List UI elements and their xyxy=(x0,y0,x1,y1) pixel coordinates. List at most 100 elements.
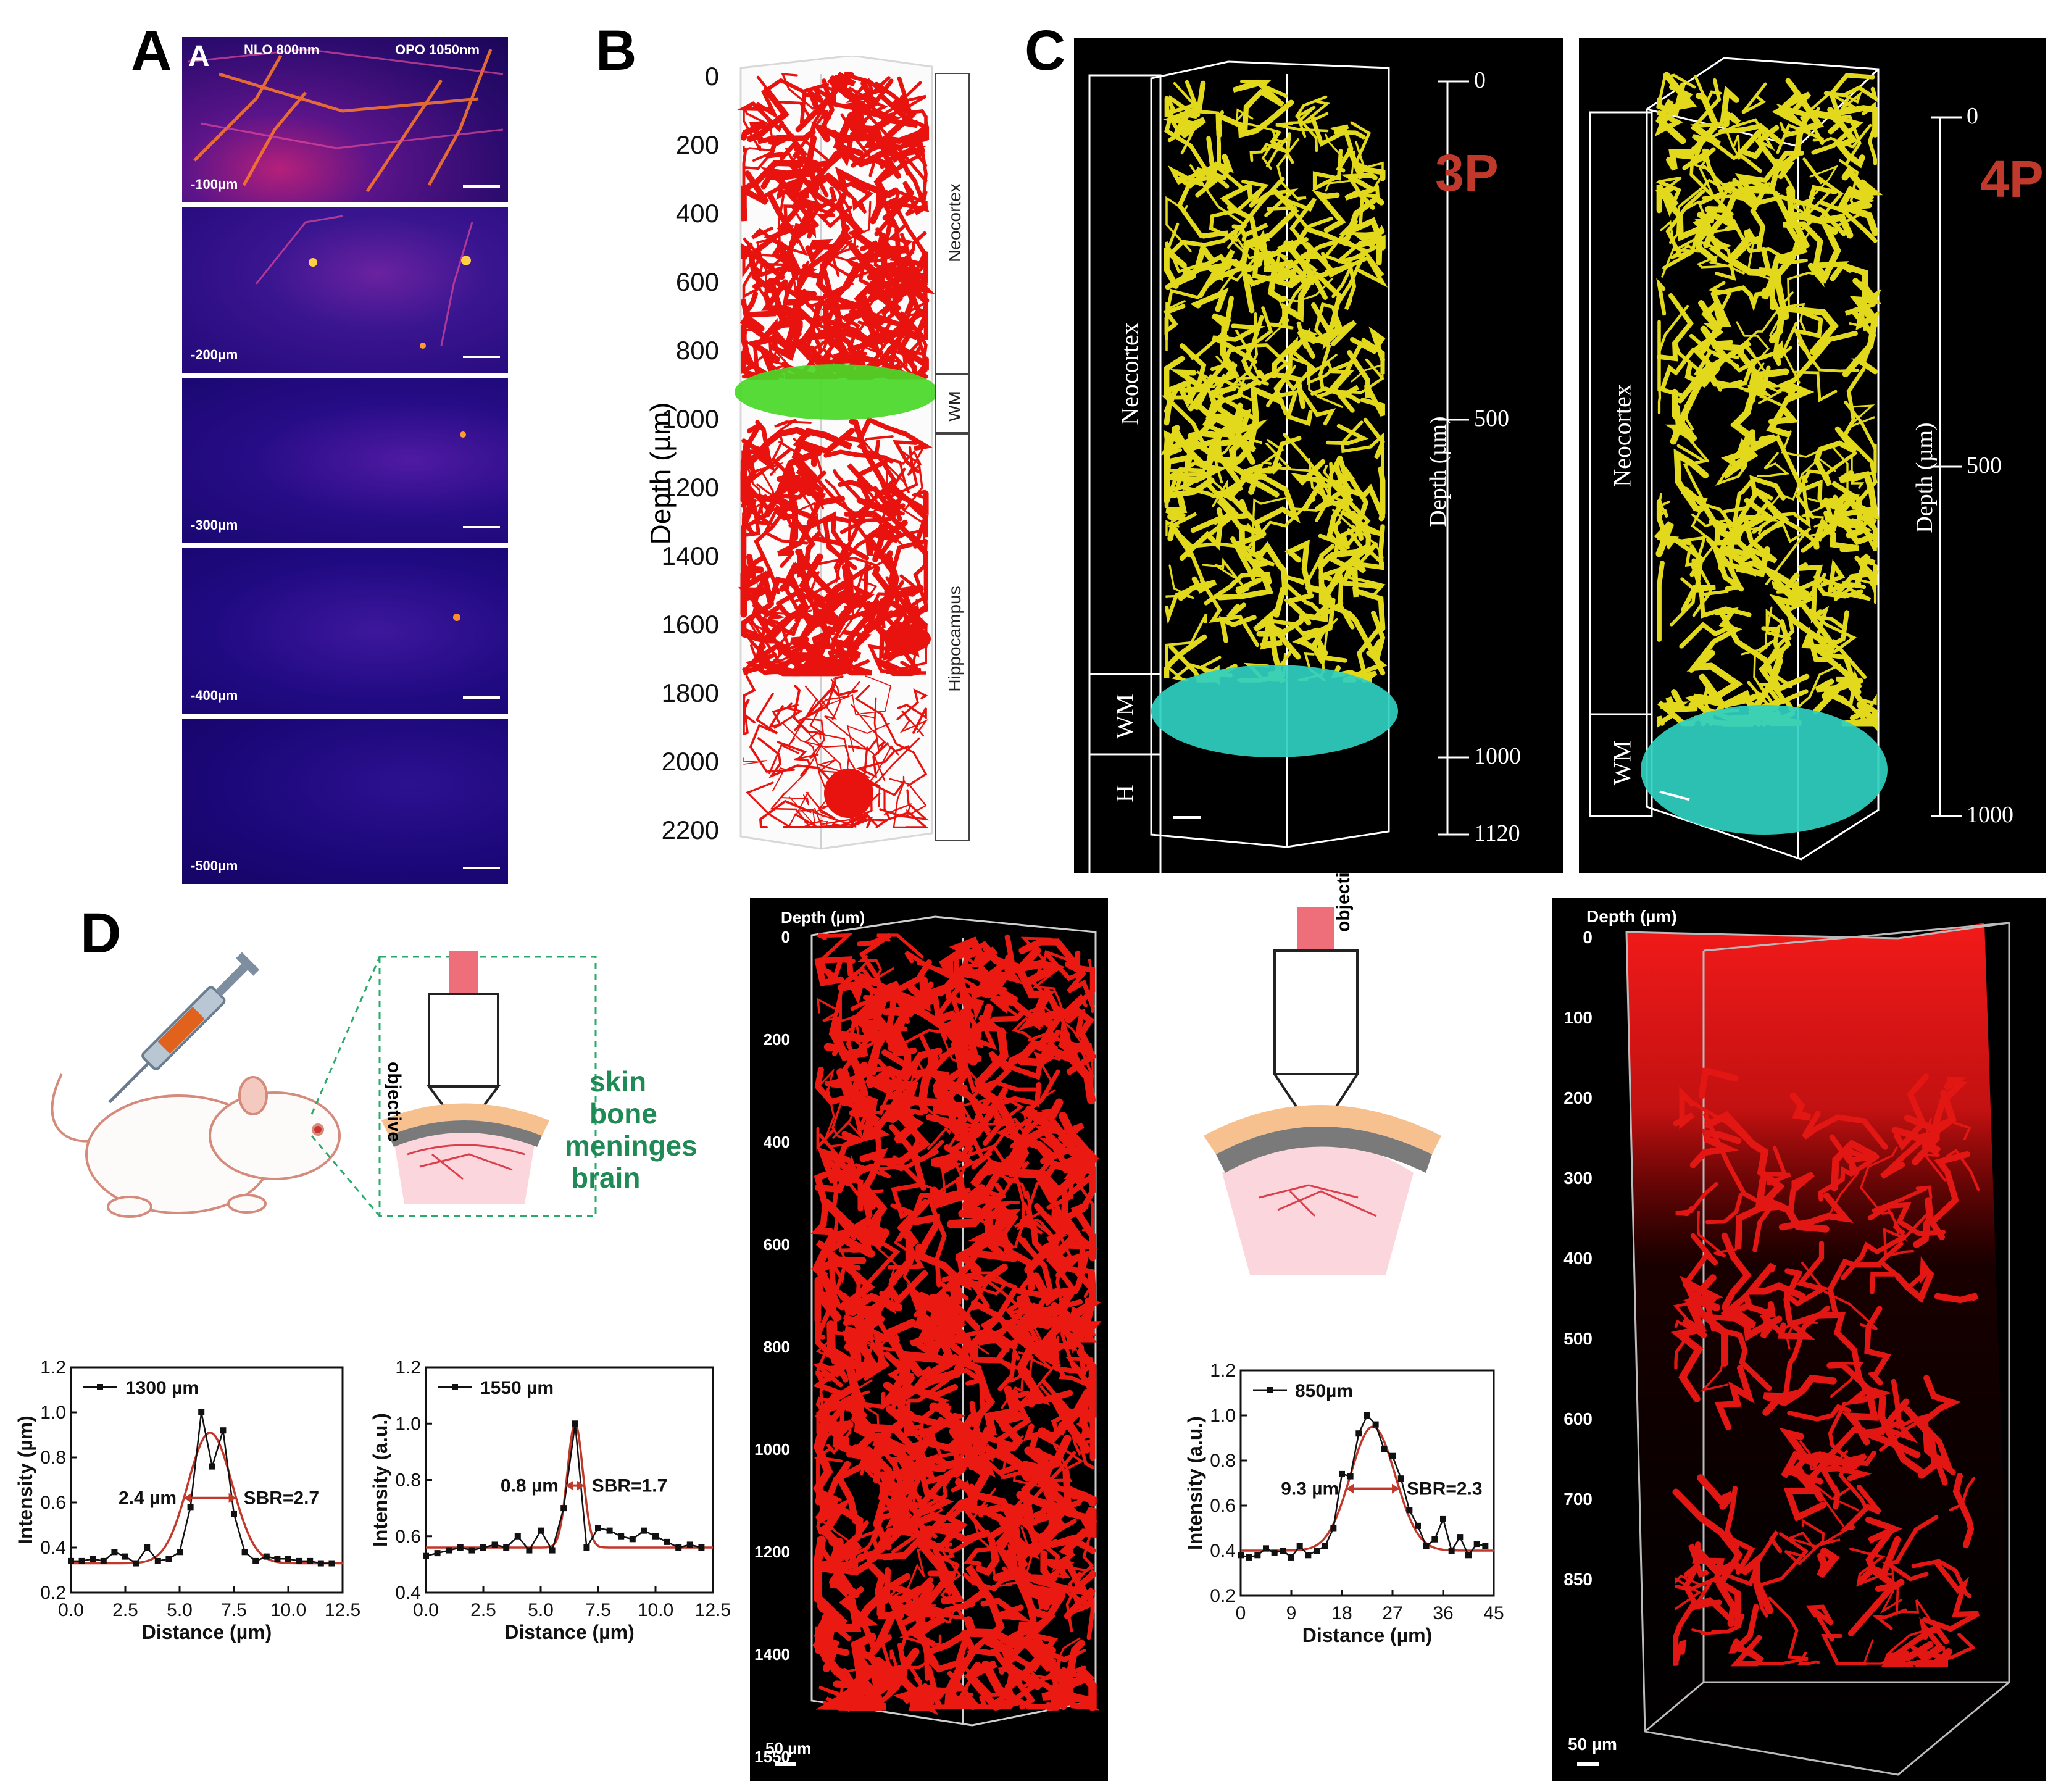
y-tick-label: 0.8 xyxy=(40,1448,66,1468)
vessel-segment xyxy=(815,1262,863,1339)
vessel-segment xyxy=(764,186,838,252)
vessel-segment xyxy=(1214,485,1246,533)
panel-b-tick: 400 xyxy=(675,199,719,228)
vessel-segment xyxy=(1820,559,1846,594)
region-hippocampus-box: Hippocampus xyxy=(935,433,970,841)
legend-label: 1550 µm xyxy=(480,1378,554,1398)
vessel-segment xyxy=(1768,572,1831,652)
vessel-segment xyxy=(883,246,917,280)
depth-label-2: -200µm xyxy=(191,347,238,362)
vessel-segment xyxy=(1682,1233,1719,1288)
stack-1-tick: 800 xyxy=(763,1338,790,1356)
vessel-segment xyxy=(1190,499,1251,533)
vessel-segment xyxy=(869,154,896,225)
vessel-segment xyxy=(1952,1472,1975,1549)
vessel-segment xyxy=(963,1273,1017,1311)
vessel-segment xyxy=(1729,1306,1783,1342)
vessel-segment xyxy=(1016,1345,1059,1407)
vessel-segment xyxy=(1352,524,1385,570)
vessel-segment xyxy=(1240,188,1299,314)
panel-a-header-left: NLO 800nm xyxy=(244,42,320,57)
vessel-segment xyxy=(822,816,857,828)
vessel-segment xyxy=(1275,112,1329,133)
vessel-segment xyxy=(1314,467,1355,511)
vessel-segment xyxy=(806,791,836,820)
vessel-segment xyxy=(874,232,935,294)
vessel-segment xyxy=(1691,1628,1729,1635)
vessel-segment xyxy=(774,307,823,333)
vessel-segment xyxy=(871,1658,933,1697)
vessel-segment xyxy=(928,1011,1024,1075)
data-point xyxy=(231,1511,237,1517)
c-left-ylabel: Depth (µm) xyxy=(1425,416,1451,527)
vessel-segment xyxy=(1904,1076,1968,1134)
vessel-segment xyxy=(743,664,766,675)
vessel-segment xyxy=(788,156,841,220)
data-point xyxy=(241,1549,248,1556)
vessel-segment xyxy=(738,586,835,635)
vessel-segment xyxy=(1692,1541,1741,1625)
data-point xyxy=(1254,1552,1261,1559)
vessel-segment xyxy=(910,1582,951,1618)
vessel-segment xyxy=(830,1538,860,1600)
data-point xyxy=(698,1544,705,1551)
vessel-segment xyxy=(996,1302,1064,1361)
vessel-segment xyxy=(1245,306,1289,386)
vessel-segment xyxy=(827,1256,875,1311)
vessel-segment xyxy=(817,933,853,973)
vessel-segment xyxy=(1202,564,1235,578)
vessel-segment xyxy=(889,1649,919,1700)
vessel-segment xyxy=(1363,417,1385,459)
data-point xyxy=(285,1556,291,1562)
vessel-segment xyxy=(1926,1119,1971,1144)
vessel-segment xyxy=(799,675,844,722)
panel-b-tick: 200 xyxy=(675,130,719,159)
vessel-segment xyxy=(841,983,886,1060)
vessel-segment xyxy=(1802,157,1844,219)
x-tick-label: 12.5 xyxy=(325,1600,360,1620)
x-tick-label: 0.0 xyxy=(58,1600,84,1620)
vessel-segment xyxy=(1178,576,1217,601)
scale-bar-2 xyxy=(463,356,500,358)
data-point xyxy=(1389,1452,1396,1459)
vessel-segment xyxy=(1946,1149,1980,1191)
data-point xyxy=(606,1527,613,1534)
vessel-segment xyxy=(1321,252,1352,278)
vessel-segment xyxy=(827,72,858,104)
vessel-segment xyxy=(1659,348,1696,398)
vessel-segment xyxy=(1761,580,1800,689)
vessel-segment xyxy=(822,1199,889,1250)
panel-b-tick: 1200 xyxy=(661,473,719,502)
vessel-segment xyxy=(1064,1143,1100,1179)
vessel-segment xyxy=(821,957,856,981)
panel-a-stack: A NLO 800nm OPO 1050nm -100µm -200µm -30… xyxy=(182,37,508,884)
vessel-segment xyxy=(992,970,1018,1004)
vessel-segment xyxy=(778,441,824,509)
vessel-segment xyxy=(1205,379,1260,424)
vessel-segment xyxy=(892,280,928,319)
vessel-segment xyxy=(830,223,849,277)
vessel-segment xyxy=(1848,1581,1902,1636)
depth-label-4: -400µm xyxy=(191,688,238,703)
y-tick-label: 1.0 xyxy=(395,1414,421,1434)
vessel-segment xyxy=(873,1432,917,1484)
vessel-segment xyxy=(741,170,770,222)
vessel-segment xyxy=(1043,1312,1078,1365)
vessel-segment xyxy=(982,944,1055,1026)
vessel-segment xyxy=(814,1067,848,1106)
vessel-segment xyxy=(839,496,903,535)
vessel-segment xyxy=(1044,1006,1094,1081)
vessel-segment xyxy=(1337,358,1385,394)
vessel-segment xyxy=(1891,1127,1942,1165)
scale-bar-5 xyxy=(463,867,500,869)
data-point xyxy=(1314,1548,1320,1554)
vessel-segment xyxy=(933,1302,989,1355)
vessel-segment xyxy=(1724,1485,1755,1575)
vessel-segment xyxy=(1914,1648,1952,1667)
vessel-segment xyxy=(1720,85,1741,127)
data-point xyxy=(583,1544,590,1551)
vessel-segment xyxy=(1330,520,1351,550)
data-point xyxy=(641,1527,647,1534)
vessel-segment xyxy=(831,1091,878,1141)
vessel-segment xyxy=(1841,1235,1905,1280)
